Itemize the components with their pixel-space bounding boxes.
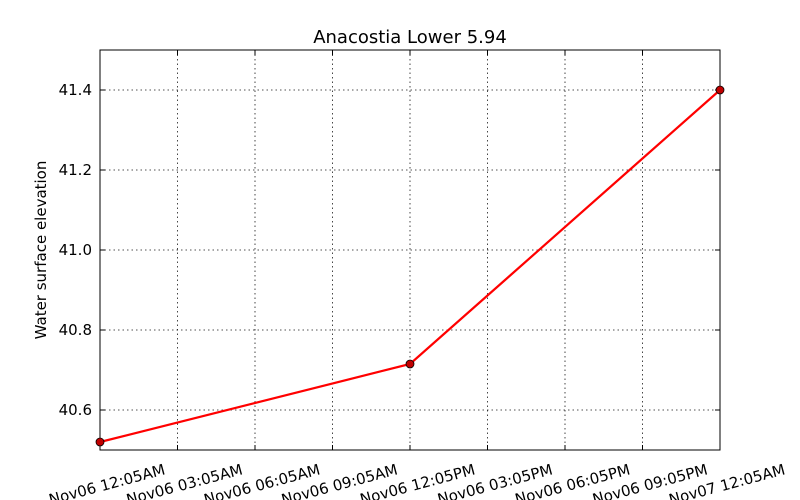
y-tick-label: 41.4 [59,81,92,99]
chart-title: Anacostia Lower 5.94 [313,27,507,48]
grid [100,50,720,450]
y-tick-label: 40.8 [59,321,92,339]
data-point [95,437,105,447]
y-axis-label: Water surface elevation [32,161,50,340]
series [95,85,725,447]
data-point [715,85,725,95]
y-tick-label: 41.0 [59,241,92,259]
data-point [405,359,415,369]
y-tick-label: 41.2 [59,161,92,179]
y-tick-label: 40.6 [59,401,92,419]
